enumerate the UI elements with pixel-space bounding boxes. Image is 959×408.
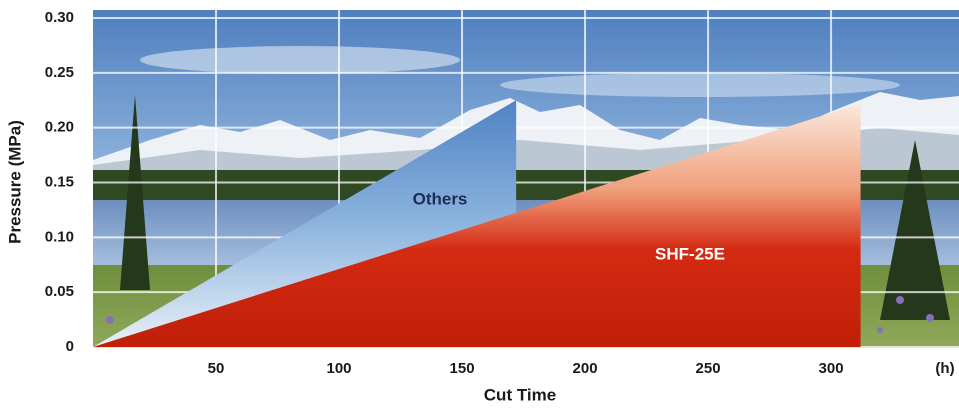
y-tick-label: 0	[66, 338, 74, 355]
x-tick-label: 100	[327, 360, 352, 377]
y-tick-label: 0.15	[45, 173, 74, 190]
y-tick-label: 0.25	[45, 64, 74, 81]
x-tick-label: 250	[696, 360, 721, 377]
areas	[93, 100, 861, 347]
x-tick-label: 150	[450, 360, 475, 377]
y-tick-label: 0.05	[45, 283, 74, 300]
series-label: SHF-25E	[655, 244, 725, 263]
y-tick-label: 0.10	[45, 228, 74, 245]
x-axis-title: Cut Time	[484, 385, 556, 404]
area	[93, 103, 861, 347]
y-tick-label: 0.20	[45, 119, 74, 136]
labels: 0 0.05 0.10 0.15 0.20 0.25 0.30 50 100 150 200 250 3…	[45, 9, 955, 377]
y-tick-label: 0.30	[45, 9, 74, 26]
x-unit: (h)	[935, 360, 954, 377]
x-tick-label: 50	[208, 360, 225, 377]
x-tick-label: 200	[573, 360, 598, 377]
y-axis-title: Pressure (MPa)	[5, 120, 24, 244]
x-tick-label: 300	[819, 360, 844, 377]
series-label: Others	[413, 189, 468, 208]
